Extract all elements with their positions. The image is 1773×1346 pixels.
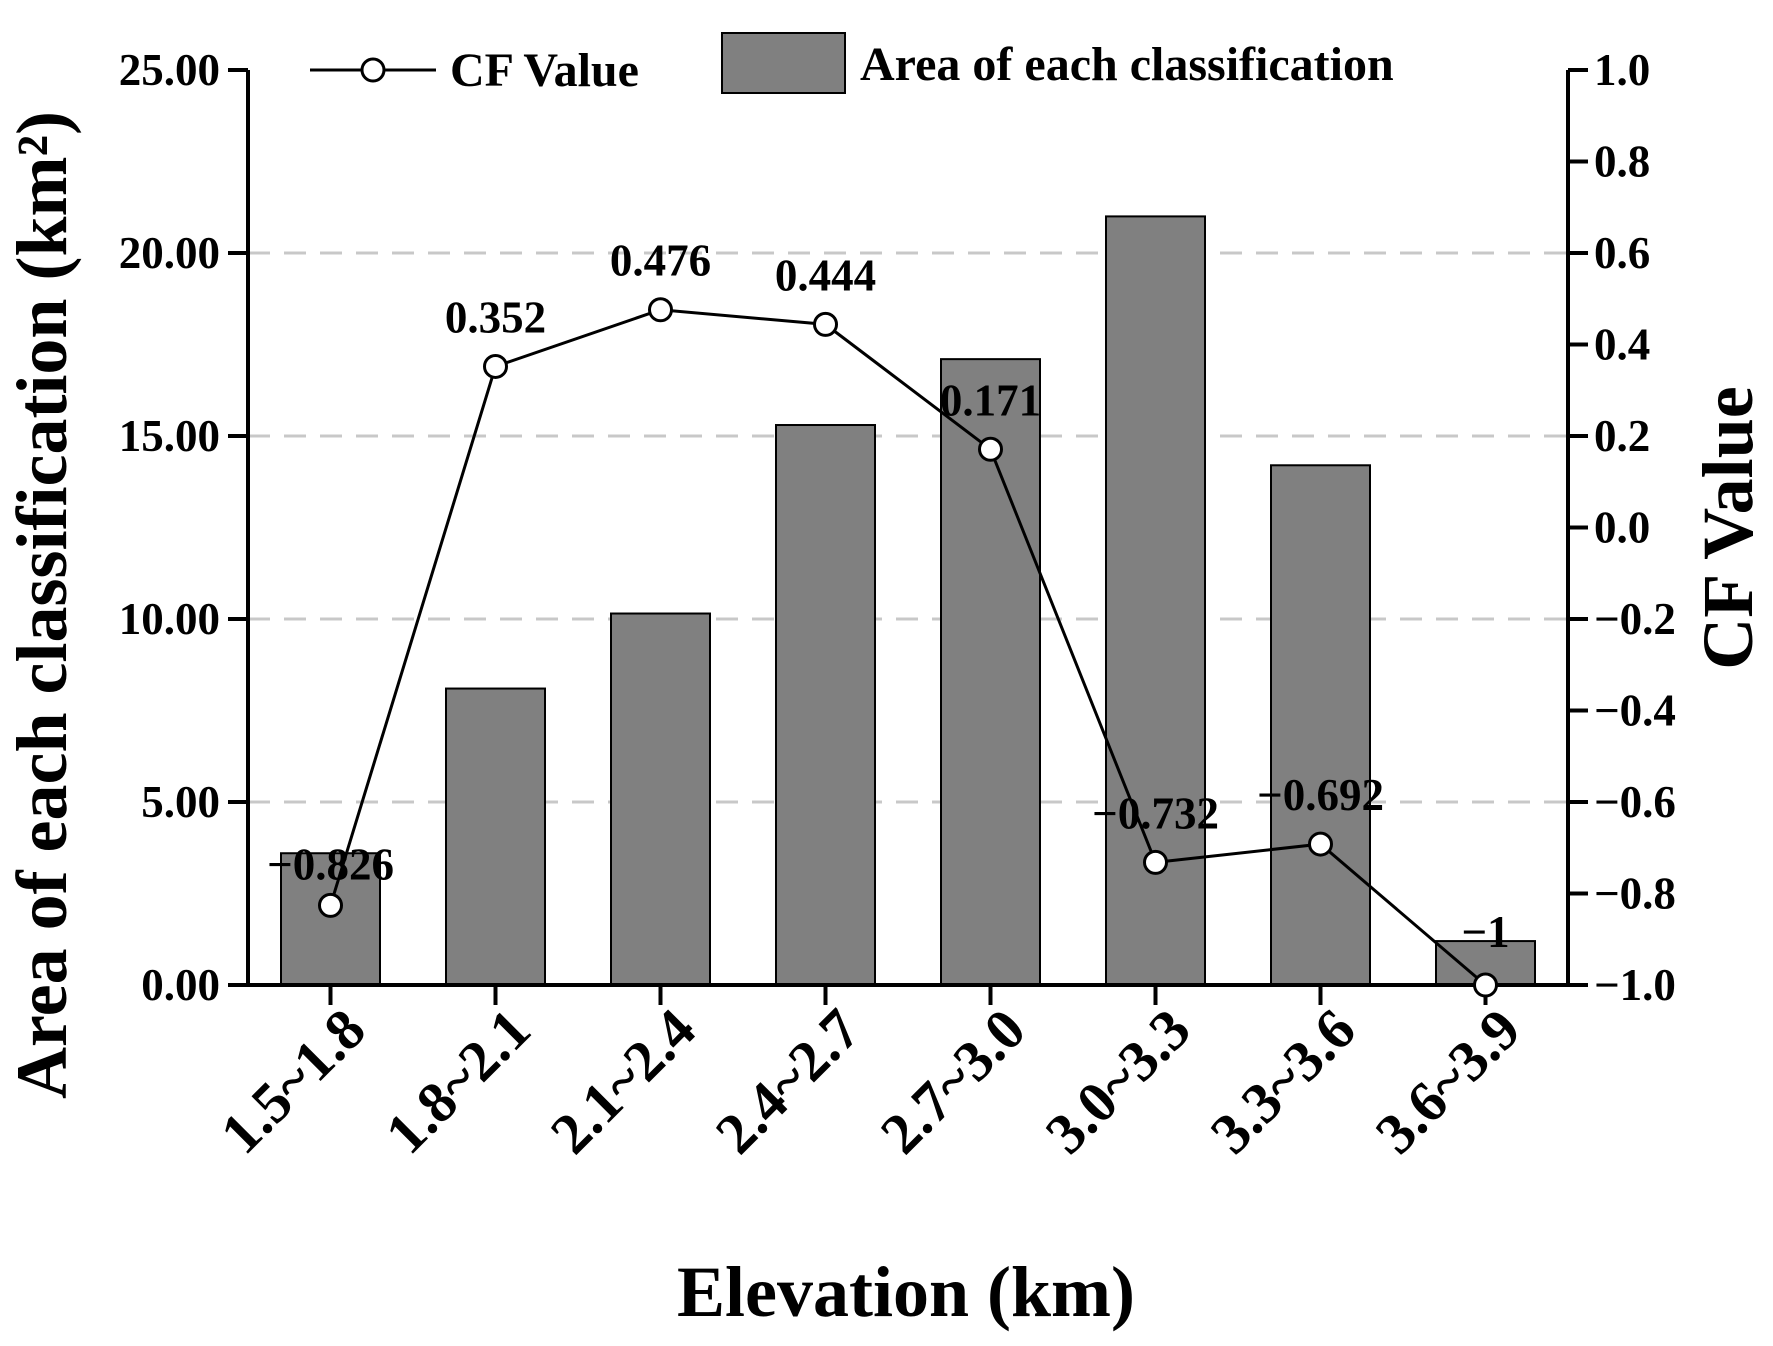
left-y-tick-label: 25.00 — [119, 45, 220, 95]
ticks-layer — [228, 68, 1588, 1005]
cf-line-layer — [329, 308, 1487, 987]
cf-value-line — [329, 308, 1487, 987]
x-tick-label: 2.1~2.4 — [538, 996, 708, 1166]
cf-point — [1143, 849, 1168, 875]
cf-data-label: −1 — [1461, 907, 1509, 957]
x-tick-label: 2.7~3.0 — [868, 996, 1038, 1166]
legend-label-cf-value: CF Value — [450, 44, 639, 97]
left-y-axis-title: Area of each classification (km²) — [2, 111, 82, 1099]
x-tick-label: 2.4~2.7 — [703, 996, 873, 1166]
bar-area — [280, 852, 381, 986]
right-y-tick-label: 0.8 — [1594, 137, 1650, 187]
cf-point — [813, 311, 838, 337]
right-y-tick-label: −0.6 — [1594, 777, 1676, 827]
bar-area — [775, 424, 876, 986]
labels-layer: 0.00 5.00 10.00 15.00 20.00 25.00 −1.0 −0.8 −0.6… — [119, 45, 1676, 1166]
cf-point — [978, 436, 1003, 462]
cf-data-label: 0.352 — [445, 292, 546, 342]
bars-layer — [280, 215, 1536, 987]
right-y-tick-label: −0.4 — [1594, 686, 1676, 736]
legend-bar-swatch — [721, 32, 846, 94]
left-y-tick-label: 5.00 — [141, 777, 220, 827]
left-y-tick-label: 15.00 — [119, 411, 220, 461]
left-y-tick-label: 10.00 — [119, 594, 220, 644]
cf-point — [1308, 831, 1333, 857]
right-y-tick-label: 1.0 — [1594, 45, 1650, 95]
cf-data-label: 0.476 — [610, 236, 711, 286]
cf-point — [318, 892, 343, 918]
cf-data-label: −0.732 — [1092, 788, 1219, 838]
cf-data-label: 0.171 — [940, 375, 1041, 425]
right-y-tick-label: −1.0 — [1594, 960, 1676, 1010]
right-y-tick-label: 0.2 — [1594, 411, 1650, 461]
legend-label-area: Area of each classification — [860, 38, 1394, 91]
right-y-tick-label: 0.0 — [1594, 503, 1650, 553]
x-tick-label: 1.5~1.8 — [208, 996, 378, 1166]
right-y-tick-label: −0.8 — [1594, 869, 1676, 919]
cf-data-label: 0.444 — [775, 250, 876, 300]
right-y-tick-label: 0.6 — [1594, 228, 1650, 278]
cf-data-label: −0.826 — [267, 839, 394, 889]
right-y-axis-title: CF Value — [1688, 386, 1768, 669]
legend-marker-swatch — [360, 57, 386, 83]
bar-area — [1270, 464, 1371, 986]
right-y-tick-label: −0.2 — [1594, 594, 1676, 644]
x-tick-label: 3.6~3.9 — [1363, 996, 1533, 1166]
cf-point — [1473, 972, 1498, 998]
cf-data-label: −0.692 — [1257, 770, 1384, 820]
x-tick-label: 1.8~2.1 — [373, 996, 543, 1166]
cf-point — [648, 297, 673, 323]
right-y-tick-label: 0.4 — [1594, 320, 1650, 370]
left-y-tick-label: 20.00 — [119, 228, 220, 278]
bar-area — [445, 687, 546, 986]
x-tick-label: 3.3~3.6 — [1198, 996, 1368, 1166]
bar-area — [610, 612, 711, 986]
x-tick-label: 3.0~3.3 — [1033, 996, 1203, 1166]
bar-area — [940, 358, 1041, 986]
cf-point — [483, 353, 508, 379]
legend: CF Value Area of each classification — [310, 32, 1394, 97]
x-axis-title: Elevation (km) — [677, 1252, 1135, 1332]
cf-points-layer — [318, 297, 1498, 998]
left-y-tick-label: 0.00 — [141, 960, 220, 1010]
